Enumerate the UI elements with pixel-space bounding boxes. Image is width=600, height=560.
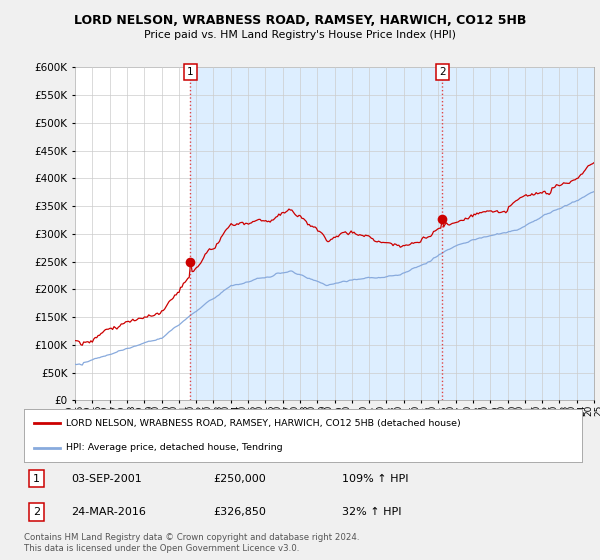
Text: £250,000: £250,000 (214, 474, 266, 484)
Text: £326,850: £326,850 (214, 507, 266, 517)
Bar (190, 67, 594, 400)
Text: 03-SEP-2001: 03-SEP-2001 (71, 474, 142, 484)
Text: 2: 2 (439, 67, 446, 77)
Text: LORD NELSON, WRABNESS ROAD, RAMSEY, HARWICH, CO12 5HB: LORD NELSON, WRABNESS ROAD, RAMSEY, HARW… (74, 14, 526, 27)
Text: LORD NELSON, WRABNESS ROAD, RAMSEY, HARWICH, CO12 5HB (detached house): LORD NELSON, WRABNESS ROAD, RAMSEY, HARW… (66, 419, 461, 428)
Text: HPI: Average price, detached house, Tendring: HPI: Average price, detached house, Tend… (66, 443, 283, 452)
Text: 1: 1 (187, 67, 194, 77)
Text: Price paid vs. HM Land Registry's House Price Index (HPI): Price paid vs. HM Land Registry's House … (144, 30, 456, 40)
Text: 32% ↑ HPI: 32% ↑ HPI (342, 507, 401, 517)
Text: 2: 2 (33, 507, 40, 517)
Text: 1: 1 (33, 474, 40, 484)
Text: 24-MAR-2016: 24-MAR-2016 (71, 507, 146, 517)
Text: 109% ↑ HPI: 109% ↑ HPI (342, 474, 409, 484)
Text: Contains HM Land Registry data © Crown copyright and database right 2024.
This d: Contains HM Land Registry data © Crown c… (24, 533, 359, 553)
